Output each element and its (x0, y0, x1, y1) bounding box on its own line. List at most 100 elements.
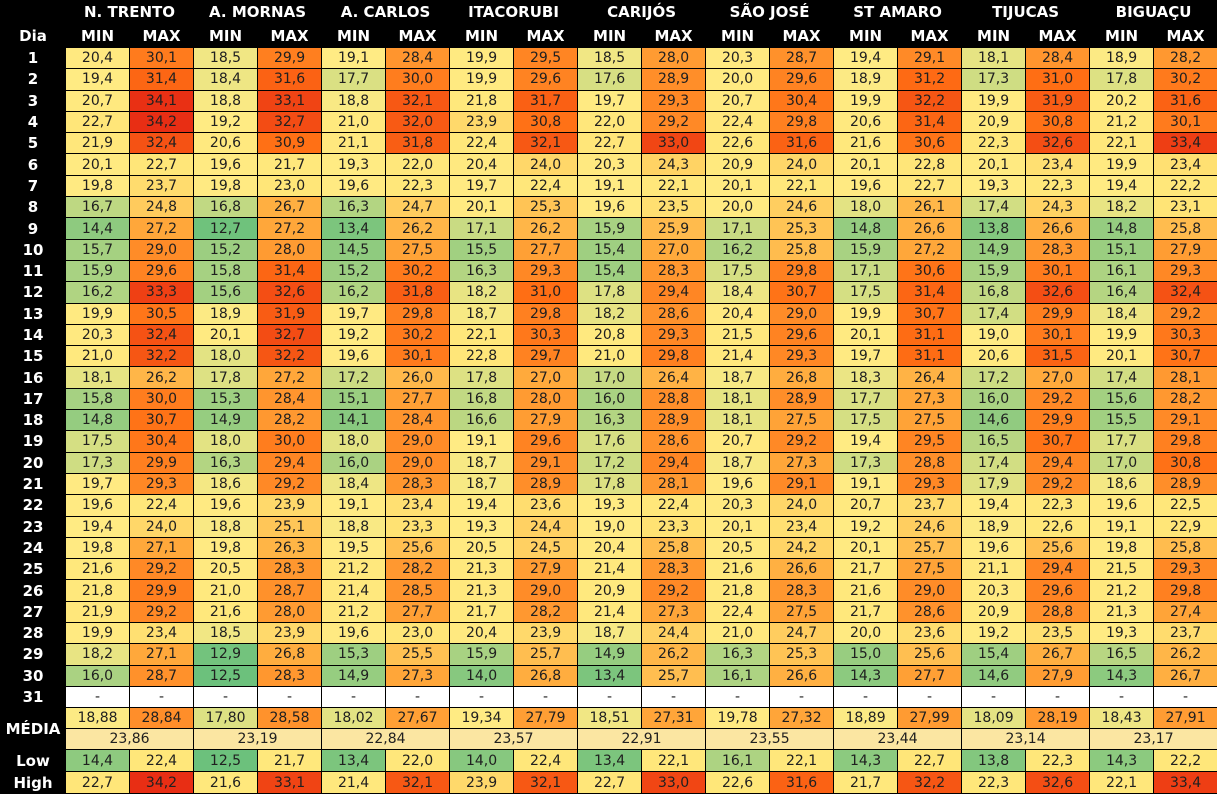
max-value-cell: 30,9 (258, 133, 322, 154)
max-value-cell: 23,7 (898, 495, 962, 516)
min-value-cell: 20,1 (1090, 346, 1154, 367)
low-value-cell: 13,8 (962, 750, 1026, 772)
min-value-cell: 20,3 (578, 154, 642, 175)
station-header: A. CARLOS (322, 1, 450, 24)
day-label: 11 (1, 260, 66, 281)
min-value-cell: 17,0 (1090, 452, 1154, 473)
day-label: 15 (1, 346, 66, 367)
max-value-cell: 22,0 (386, 154, 450, 175)
max-value-cell: 28,0 (642, 48, 706, 69)
max-value-cell: 31,8 (386, 133, 450, 154)
min-value-cell: 20,0 (706, 69, 770, 90)
max-value-cell: 29,7 (514, 346, 578, 367)
min-value-cell: 15,9 (834, 239, 898, 260)
max-header: MAX (642, 24, 706, 48)
max-value-cell: 25,8 (1154, 218, 1217, 239)
min-value-cell: 16,0 (962, 388, 1026, 409)
day-label: 19 (1, 431, 66, 452)
min-value-cell: 14,9 (962, 239, 1026, 260)
max-value-cell: 23,9 (258, 623, 322, 644)
max-value-cell: 24,3 (1026, 197, 1090, 218)
media-overall-cell: 22,91 (578, 729, 706, 750)
min-value-cell: 23,9 (450, 111, 514, 132)
max-value-cell: 32,7 (258, 324, 322, 345)
missing-cell: - (386, 686, 450, 707)
max-value-cell: 28,4 (258, 388, 322, 409)
min-value-cell: 18,9 (962, 516, 1026, 537)
day-label: 28 (1, 623, 66, 644)
min-value-cell: 12,5 (194, 665, 258, 686)
max-value-cell: 24,2 (770, 537, 834, 558)
low-value-cell: 22,3 (1026, 750, 1090, 772)
max-value-cell: 29,8 (1154, 431, 1217, 452)
max-value-cell: 32,2 (898, 90, 962, 111)
max-value-cell: 28,5 (386, 580, 450, 601)
min-value-cell: 17,6 (578, 431, 642, 452)
station-header: SÃO JOSÉ (706, 1, 834, 24)
min-value-cell: 16,3 (194, 452, 258, 473)
max-value-cell: 23,0 (386, 623, 450, 644)
missing-cell: - (130, 686, 194, 707)
day-label: 2 (1, 69, 66, 90)
station-header: ITACORUBI (450, 1, 578, 24)
min-value-cell: 18,5 (578, 48, 642, 69)
min-value-cell: 18,0 (194, 346, 258, 367)
day-label: 17 (1, 388, 66, 409)
max-value-cell: 30,3 (1154, 324, 1217, 345)
min-value-cell: 21,4 (578, 601, 642, 622)
max-value-cell: 29,3 (642, 324, 706, 345)
day-label: 12 (1, 282, 66, 303)
max-value-cell: 27,0 (642, 239, 706, 260)
max-value-cell: 33,0 (642, 133, 706, 154)
min-value-cell: 16,5 (1090, 644, 1154, 665)
max-value-cell: 31,4 (130, 69, 194, 90)
max-value-cell: 29,3 (898, 473, 962, 494)
missing-cell: - (898, 686, 962, 707)
min-value-cell: 20,4 (450, 154, 514, 175)
max-value-cell: 27,1 (130, 644, 194, 665)
min-value-cell: 20,4 (578, 537, 642, 558)
min-value-cell: 21,0 (66, 346, 130, 367)
min-value-cell: 19,7 (578, 90, 642, 111)
min-value-cell: 16,6 (450, 410, 514, 431)
max-value-cell: 28,7 (258, 580, 322, 601)
day-label: 3 (1, 90, 66, 111)
min-value-cell: 19,3 (1090, 623, 1154, 644)
min-value-cell: 14,6 (962, 410, 1026, 431)
max-value-cell: 23,4 (1154, 154, 1217, 175)
max-value-cell: 29,4 (642, 452, 706, 473)
min-value-cell: 19,9 (1090, 324, 1154, 345)
max-value-cell: 29,1 (898, 48, 962, 69)
low-value-cell: 22,4 (130, 750, 194, 772)
min-value-cell: 21,3 (450, 559, 514, 580)
min-value-cell: 21,6 (66, 559, 130, 580)
min-value-cell: 14,8 (1090, 218, 1154, 239)
max-value-cell: 29,3 (514, 260, 578, 281)
min-value-cell: 17,8 (194, 367, 258, 388)
max-value-cell: 30,7 (1026, 431, 1090, 452)
min-value-cell: 17,4 (962, 197, 1026, 218)
max-value-cell: 25,7 (514, 644, 578, 665)
min-value-cell: 22,6 (706, 133, 770, 154)
min-value-cell: 16,3 (450, 260, 514, 281)
media-value-cell: 17,80 (194, 708, 258, 729)
max-value-cell: 32,7 (258, 111, 322, 132)
min-value-cell: 19,3 (578, 495, 642, 516)
max-value-cell: 26,6 (898, 218, 962, 239)
missing-cell: - (450, 686, 514, 707)
min-value-cell: 18,5 (194, 623, 258, 644)
low-value-cell: 22,0 (386, 750, 450, 772)
min-value-cell: 14,0 (450, 665, 514, 686)
min-value-cell: 19,9 (834, 303, 898, 324)
max-value-cell: 28,9 (770, 388, 834, 409)
max-value-cell: 25,8 (770, 239, 834, 260)
max-header: MAX (130, 24, 194, 48)
media-overall-cell: 23,14 (962, 729, 1090, 750)
max-value-cell: 22,1 (642, 175, 706, 196)
min-value-cell: 19,2 (194, 111, 258, 132)
